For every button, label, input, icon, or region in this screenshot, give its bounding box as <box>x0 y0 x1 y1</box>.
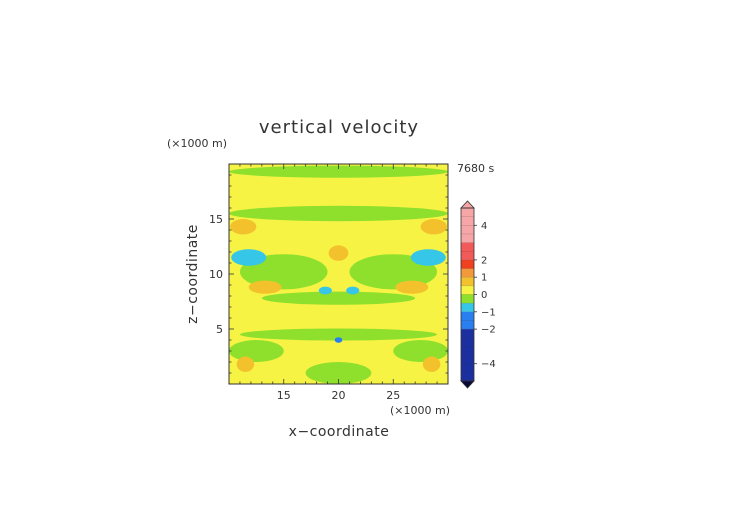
contour-region <box>239 254 328 290</box>
y-axis-unit: (×1000 m) <box>167 137 227 150</box>
colorbar-label: −2 <box>481 325 496 336</box>
contour-region <box>261 291 416 305</box>
contour-region <box>349 254 438 290</box>
contour-region <box>410 249 446 266</box>
x-tick-label: 20 <box>332 389 346 402</box>
axis-ticks: 15 20 25 5 10 15 <box>209 163 449 402</box>
colorbar: 4 2 1 0 −1 −2 −4 <box>460 200 496 389</box>
contour-region <box>303 179 374 204</box>
colorbar-band <box>461 268 474 278</box>
contour-region <box>231 249 267 266</box>
y-axis-label: z−coordinate <box>185 224 201 324</box>
contour-region <box>236 356 255 372</box>
x-axis-label: x−coordinate <box>289 424 390 440</box>
contour-field <box>229 164 448 384</box>
colorbar-band <box>461 259 474 269</box>
x-axis-unit: (×1000 m) <box>390 404 450 417</box>
contour-region <box>334 337 343 343</box>
y-tick-label: 10 <box>209 268 223 281</box>
colorbar-label: −4 <box>481 359 496 370</box>
contour-region <box>239 328 438 341</box>
contour-region <box>346 286 360 295</box>
contour-region <box>229 205 448 222</box>
contour-region <box>229 340 284 362</box>
contour-region <box>305 362 372 384</box>
contour-region <box>230 219 257 235</box>
colorbar-label: 1 <box>481 273 487 284</box>
chart-title: vertical velocity <box>259 117 419 138</box>
colorbar-band <box>461 285 474 295</box>
colorbar-max-arrow <box>460 200 475 209</box>
colorbar-min-arrow <box>460 380 475 389</box>
contour-region <box>328 245 349 261</box>
contour-region <box>248 280 282 294</box>
contour-region <box>420 219 447 235</box>
x-tick-label: 15 <box>277 389 291 402</box>
y-tick-label: 15 <box>209 213 223 226</box>
colorbar-label: 4 <box>481 221 487 232</box>
contour-region <box>318 286 332 295</box>
time-label: 7680 s <box>457 162 494 175</box>
contour-region <box>395 280 429 294</box>
x-tick-label: 25 <box>386 389 400 402</box>
colorbar-label: −1 <box>481 307 496 318</box>
contour-region <box>379 300 441 325</box>
colorbar-label: 0 <box>481 290 487 301</box>
contour-region <box>236 300 298 325</box>
y-tick-label: 5 <box>216 323 223 336</box>
colorbar-band <box>461 303 474 312</box>
contour-region <box>422 356 441 372</box>
colorbar-label: 2 <box>481 255 487 266</box>
colorbar-band <box>461 294 474 304</box>
colorbar-band <box>461 277 474 286</box>
contour-region <box>307 300 370 332</box>
contour-region <box>393 340 448 362</box>
